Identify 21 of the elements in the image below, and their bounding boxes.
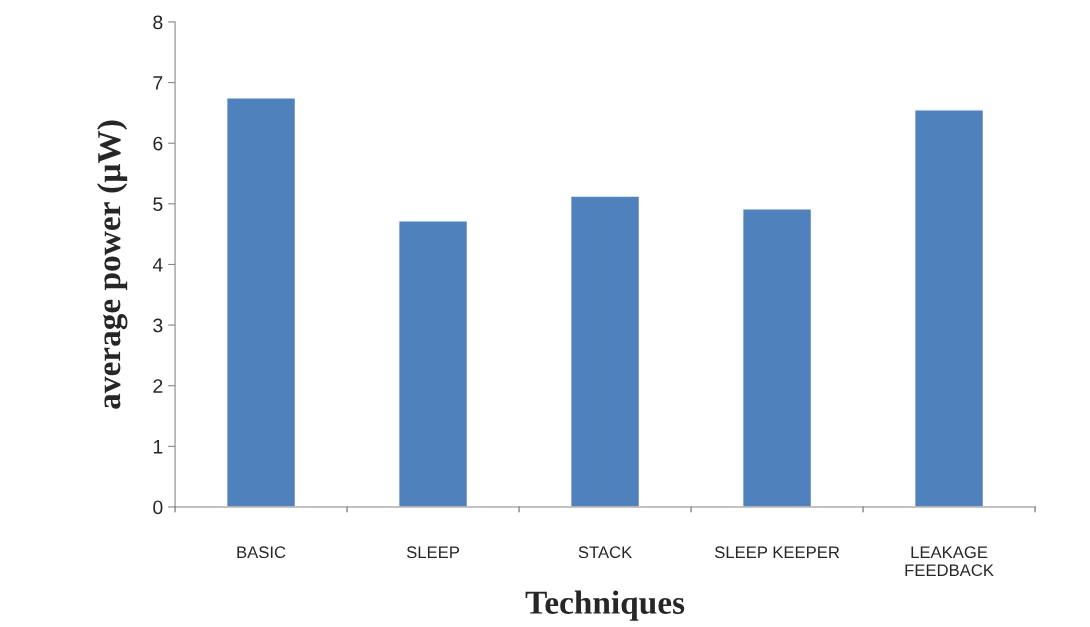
y-tick-label: 5 (153, 197, 163, 212)
bar (225, 97, 297, 507)
y-tick-label: 0 (153, 500, 163, 515)
x-tick-label: LEAKAGE FEEDBACK (905, 546, 994, 577)
y-axis-title: average power (µW) (96, 120, 128, 409)
bar (741, 207, 813, 507)
bar (913, 109, 985, 507)
y-tick-label: 3 (153, 318, 163, 333)
x-tick-label: SLEEP (406, 546, 460, 559)
y-tick-label: 4 (152, 258, 163, 272)
y-tick-label: 7 (153, 76, 163, 90)
x-tick-label: SLEEP KEEPER (714, 546, 840, 559)
x-tick-label: BASIC (237, 546, 286, 559)
y-tick-label: 2 (153, 379, 163, 393)
x-tick-label: STACK (578, 546, 633, 559)
y-tick-label: 8 (153, 15, 163, 30)
y-tick-label: 1 (153, 440, 163, 454)
x-axis-title: Techniques (525, 590, 685, 621)
y-tick-label: 6 (153, 136, 163, 151)
bar (569, 195, 641, 507)
bar (397, 220, 469, 507)
